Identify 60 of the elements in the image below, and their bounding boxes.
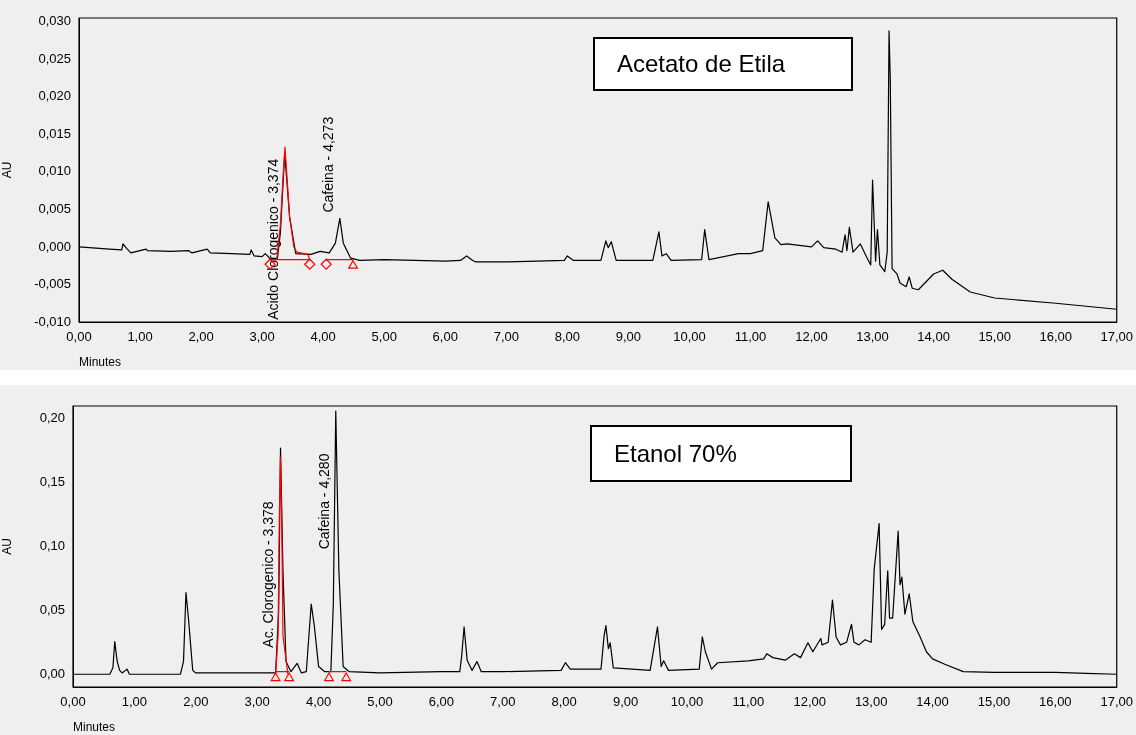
y-tick-label: 0,005 xyxy=(38,200,71,216)
annotation: Cafeina - 4,280 xyxy=(315,453,332,550)
x-tick-label: 7,00 xyxy=(490,694,516,710)
x-tick-label: 17,00 xyxy=(1100,329,1134,345)
x-tick-label: 14,00 xyxy=(916,694,949,710)
x-tick-label: 4,00 xyxy=(305,694,332,710)
x-tick-label: 14,00 xyxy=(917,329,950,345)
x-tick-label: 15,00 xyxy=(977,694,1011,710)
y-tick-label: 0,010 xyxy=(38,163,71,179)
x-tick-label: 2,00 xyxy=(188,329,214,345)
y-tick-label: -0,010 xyxy=(34,313,71,329)
y-tick-label: 0,00 xyxy=(39,665,65,681)
y-tick-label: 0,020 xyxy=(38,88,71,104)
y-axis-title: AU xyxy=(0,161,14,179)
x-tick-label: 10,00 xyxy=(673,329,706,345)
x-tick-label: 1,00 xyxy=(121,694,148,710)
y-tick-label: 0,05 xyxy=(39,601,65,617)
x-tick-label: 12,00 xyxy=(793,694,827,710)
x-tick-label: 13,00 xyxy=(856,329,889,345)
x-tick-label: 11,00 xyxy=(734,329,767,345)
x-tick-label: 13,00 xyxy=(854,694,888,710)
y-tick-label: -0,005 xyxy=(34,276,71,292)
y-tick-label: 0,20 xyxy=(39,410,65,426)
x-tick-label: 1,00 xyxy=(127,329,153,345)
x-tick-label: 10,00 xyxy=(670,694,704,710)
x-tick-label: 3,00 xyxy=(249,329,275,345)
y-tick-label: 0,000 xyxy=(38,238,71,254)
x-tick-label: 15,00 xyxy=(978,329,1011,345)
x-tick-label: 5,00 xyxy=(371,329,397,345)
x-tick-label: 9,00 xyxy=(612,694,639,710)
x-tick-label: 5,00 xyxy=(367,694,393,710)
title-box: Acetato de Etila xyxy=(593,37,853,91)
x-tick-label: 9,00 xyxy=(615,329,642,345)
x-tick-label: 0,00 xyxy=(66,329,92,345)
y-axis-title: AU xyxy=(0,538,14,555)
y-tick-label: 0,10 xyxy=(39,538,65,554)
x-tick-label: 7,00 xyxy=(493,329,519,345)
annotation: Acido Clorogenico - 3,374 xyxy=(264,158,281,320)
x-tick-label: 16,00 xyxy=(1039,329,1072,345)
x-axis-title: Minutes xyxy=(79,355,122,370)
x-tick-label: 8,00 xyxy=(551,694,577,710)
x-tick-label: 3,00 xyxy=(244,694,270,710)
y-tick-label: 0,030 xyxy=(38,13,71,29)
y-tick-label: 0,15 xyxy=(39,474,65,490)
x-tick-label: 16,00 xyxy=(1039,694,1072,710)
y-tick-label: 0,015 xyxy=(38,125,71,141)
x-tick-label: 17,00 xyxy=(1100,694,1134,710)
annotation: Ac. Clorogenico - 3,378 xyxy=(260,501,277,648)
x-tick-label: 11,00 xyxy=(732,694,765,710)
x-tick-label: 8,00 xyxy=(554,329,580,345)
x-tick-label: 2,00 xyxy=(183,694,209,710)
x-tick-label: 12,00 xyxy=(795,329,828,345)
x-axis-title: Minutes xyxy=(73,720,116,735)
title-box: Etanol 70% xyxy=(590,425,852,482)
x-tick-label: 4,00 xyxy=(310,329,336,345)
x-tick-label: 6,00 xyxy=(428,694,455,710)
y-tick-label: 0,025 xyxy=(38,50,71,66)
x-tick-label: 6,00 xyxy=(432,329,458,345)
annotation: Cafeina - 4,273 xyxy=(319,116,336,213)
x-tick-label: 0,00 xyxy=(60,694,86,710)
